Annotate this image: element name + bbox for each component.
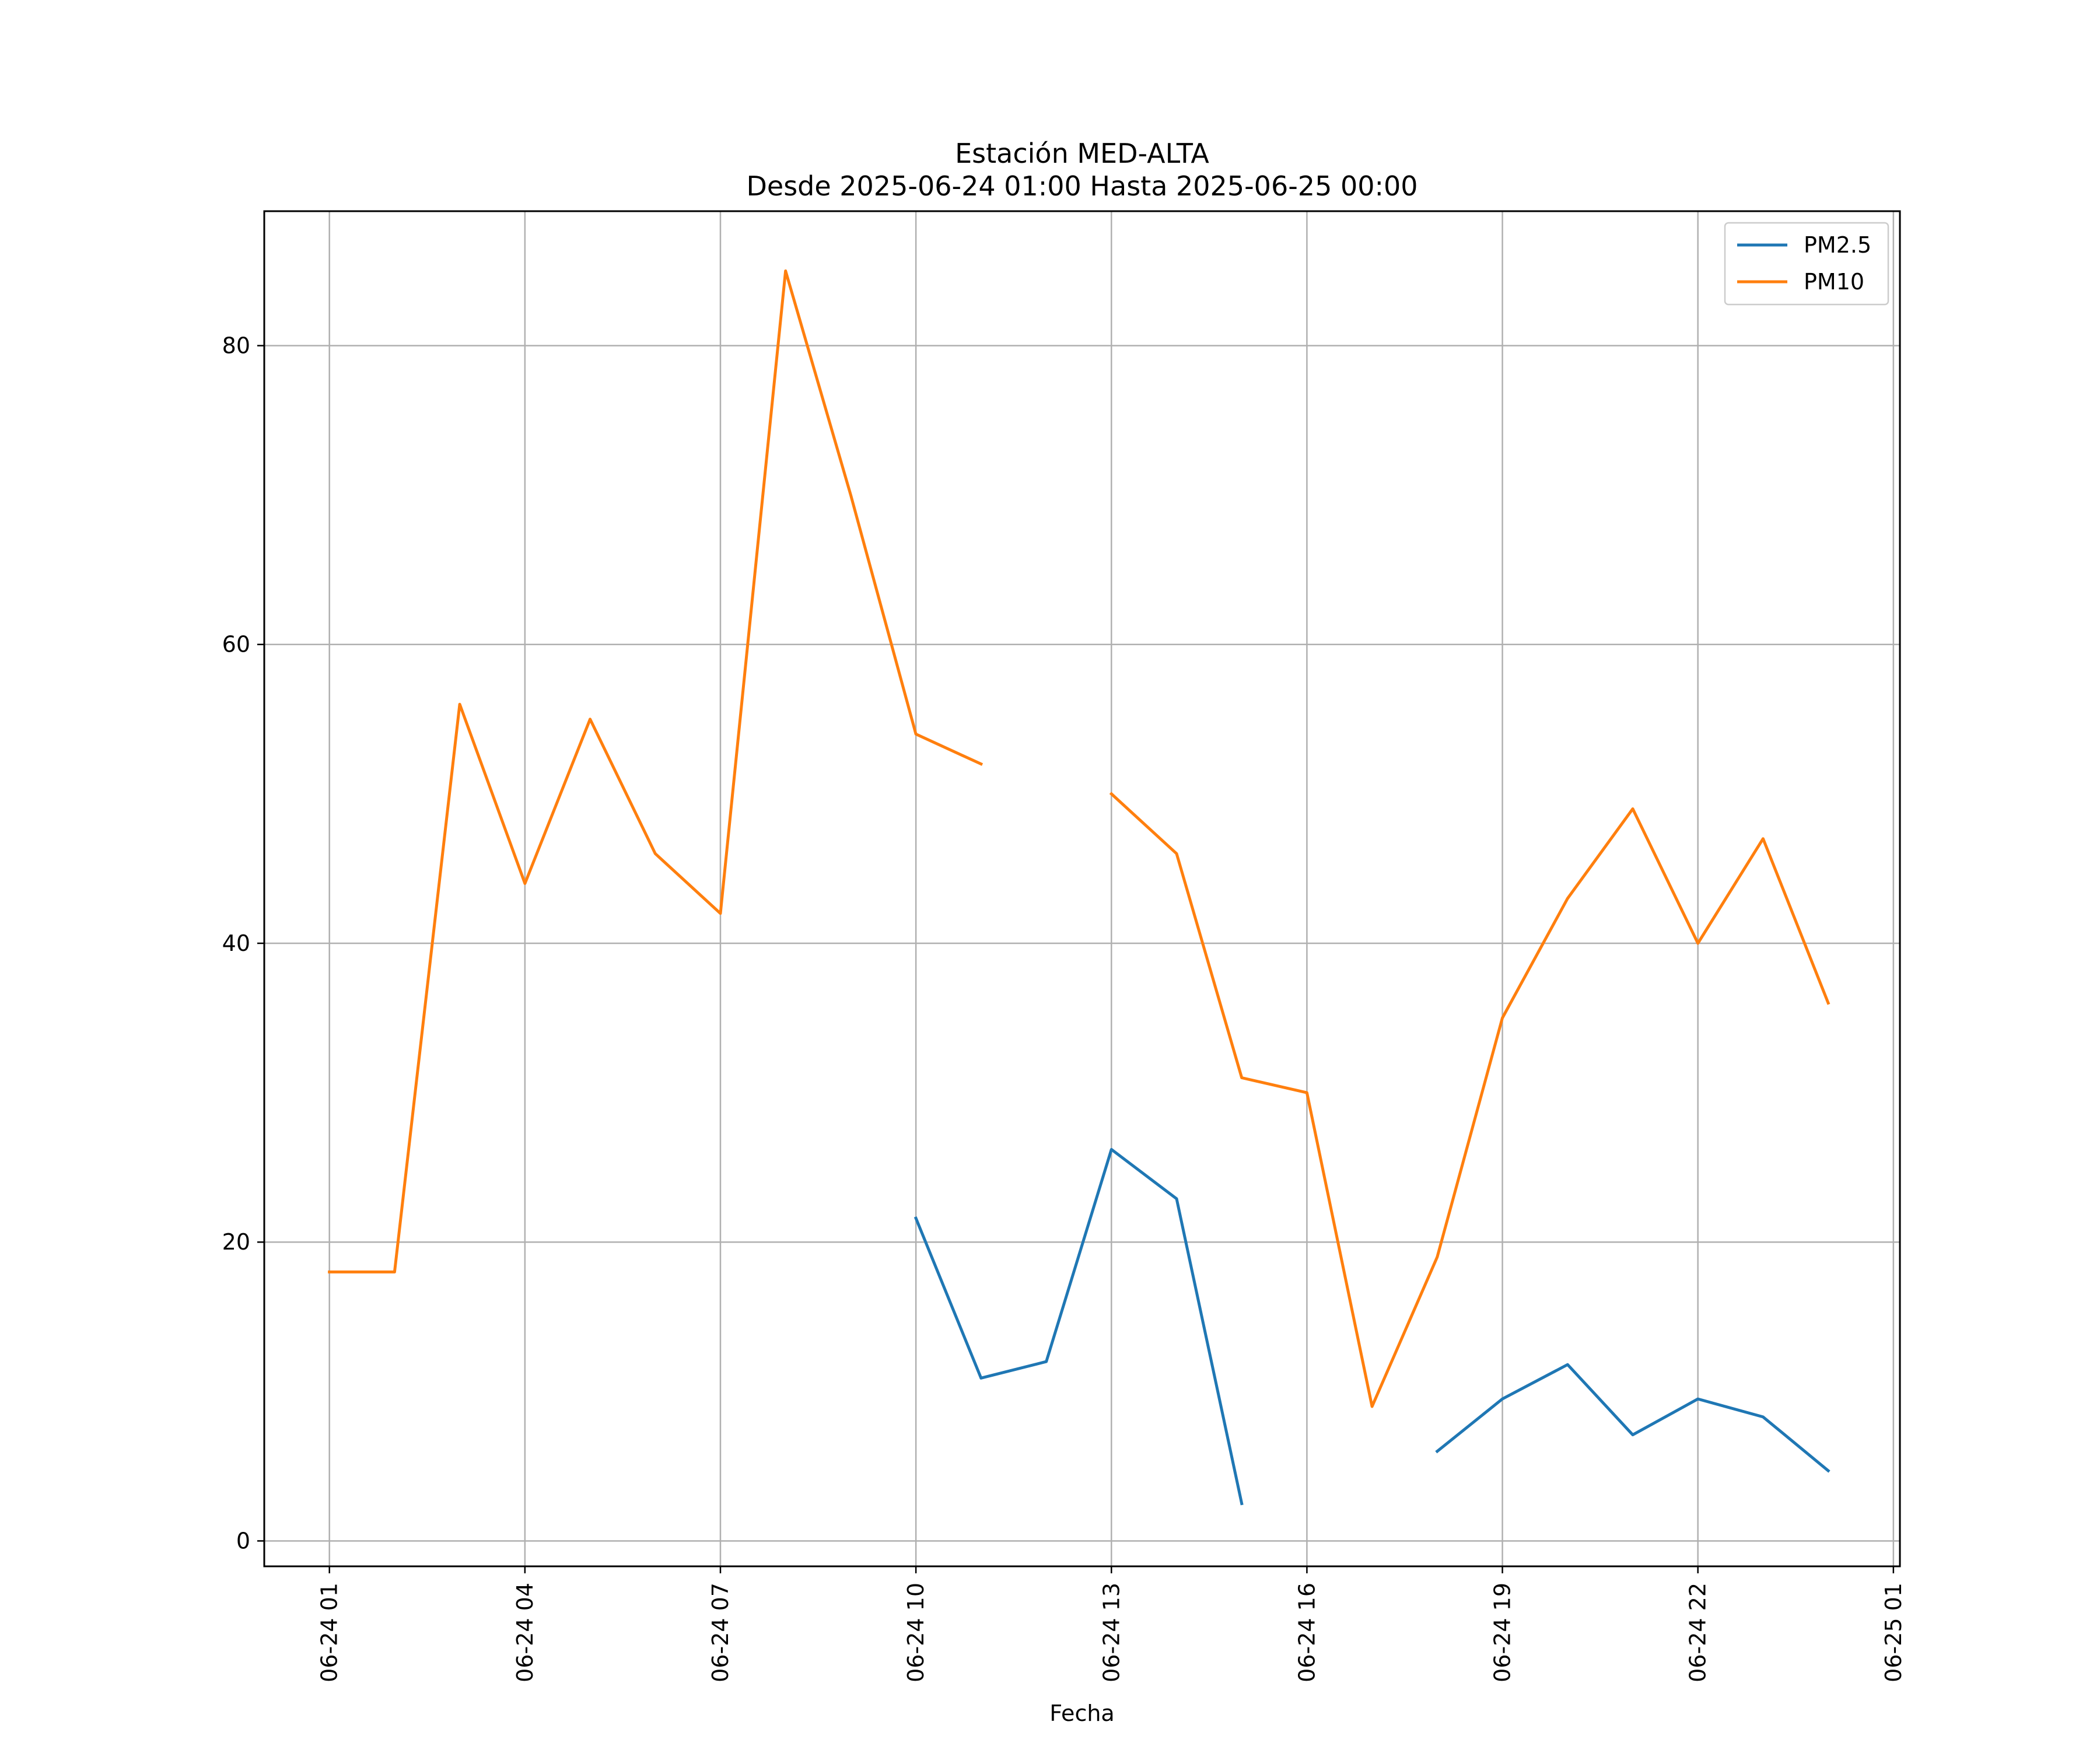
legend-box — [1724, 222, 1889, 306]
x-tick-label: 06-24 13 — [1098, 1583, 1124, 1682]
x-tick-label: 06-24 01 — [317, 1583, 342, 1682]
legend-label-pm25: PM2.5 — [1804, 232, 1871, 258]
x-tick-label: 06-24 04 — [512, 1583, 538, 1682]
y-tick-label: 20 — [222, 1229, 250, 1255]
x-axis-label: Fecha — [1049, 1700, 1114, 1726]
x-tick-label: 06-24 07 — [708, 1583, 733, 1682]
series-line-pm10 — [1109, 792, 1831, 1408]
x-tick-label: 06-24 19 — [1490, 1583, 1516, 1682]
series-line-pm25 — [1435, 1363, 1831, 1473]
axis-ticks: 06-24 01 06-24 04 06-24 07 06-24 10 06-24 13… — [222, 333, 1906, 1682]
x-tick-label: 06-24 16 — [1294, 1583, 1320, 1682]
plot-area-frame — [263, 210, 1901, 1567]
series-line-pm10 — [328, 269, 984, 1273]
y-tick-label: 0 — [236, 1528, 250, 1553]
legend-label-pm10: PM10 — [1804, 269, 1864, 295]
x-tick-label: 06-24 10 — [903, 1583, 929, 1682]
y-tick-label: 40 — [222, 930, 250, 956]
legend: PM2.5 PM10 — [1724, 222, 1889, 306]
series-lines — [328, 269, 1831, 1506]
y-tick-label: 60 — [222, 632, 250, 657]
series-line-pm25 — [914, 1147, 1244, 1506]
chart-title: Estación MED-ALTA — [955, 138, 1209, 169]
x-tick-label: 06-25 01 — [1881, 1583, 1906, 1682]
chart-subtitle: Desde 2025-06-24 01:00 Hasta 2025-06-25 … — [746, 170, 1418, 202]
y-tick-label: 80 — [222, 333, 250, 359]
x-tick-label: 06-24 22 — [1685, 1583, 1711, 1682]
